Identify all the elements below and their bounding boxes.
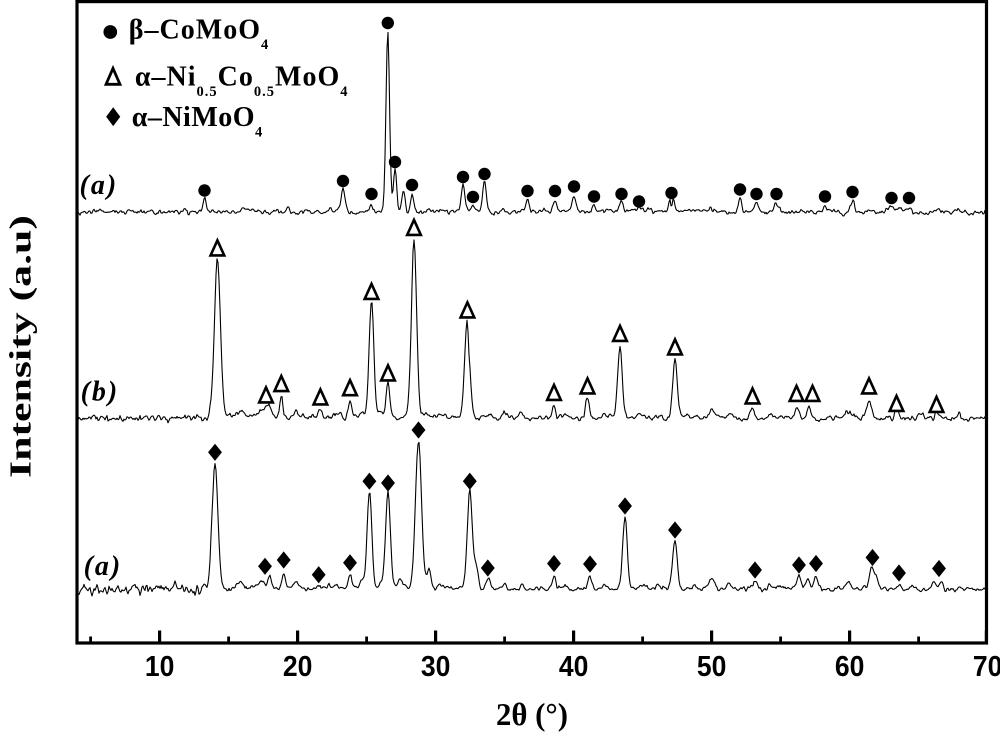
svg-text:(a): (a): [80, 170, 119, 201]
svg-text:(a): (a): [84, 551, 123, 582]
svg-text:70: 70: [973, 651, 1000, 683]
svg-text:30: 30: [421, 651, 451, 683]
svg-text:20: 20: [283, 651, 313, 683]
svg-text:2θ (°): 2θ (°): [496, 696, 568, 732]
svg-text:60: 60: [835, 651, 865, 683]
svg-text:50: 50: [697, 651, 727, 683]
svg-text:Intensity (a.u): Intensity (a.u): [3, 215, 38, 478]
svg-text:(b): (b): [81, 376, 120, 407]
svg-text:10: 10: [145, 651, 175, 683]
svg-text:40: 40: [559, 651, 589, 683]
